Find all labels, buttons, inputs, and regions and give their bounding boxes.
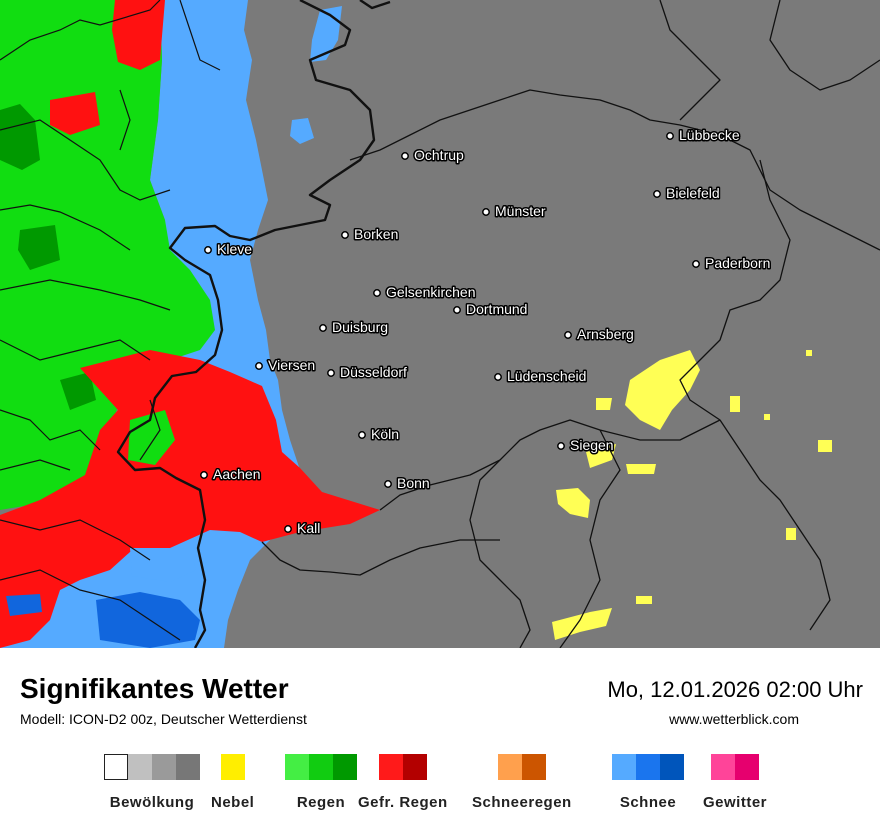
footer: Signifikantes Wetter Modell: ICON-D2 00z… [0, 648, 880, 830]
legend-swatches [612, 754, 684, 780]
legend-swatches [285, 754, 357, 780]
legend-label: Regen [296, 794, 346, 811]
freezing-rain-main [0, 350, 380, 648]
city-label: Viersen [268, 357, 315, 373]
city-label: Siegen [570, 437, 614, 453]
weather-map: Lübbecke Ochtrup Bielefeld Münster Borken Kle… [0, 0, 880, 648]
legend-swatches [378, 754, 427, 780]
city-dot [341, 231, 349, 239]
legend-swatches [104, 754, 200, 780]
city-label: Borken [354, 226, 398, 242]
freezing-rain-area [112, 0, 165, 70]
website-link[interactable]: www.wetterblick.com [669, 711, 799, 727]
city-label: Aachen [213, 466, 260, 482]
legend-swatch [220, 754, 245, 780]
city-dot [482, 208, 490, 216]
city-dot [373, 289, 381, 297]
legend-swatch [333, 754, 357, 780]
legend-swatches [497, 754, 546, 780]
city-dot [200, 471, 208, 479]
legend-swatch [402, 754, 427, 780]
snow-patch-southwest [130, 548, 196, 582]
legend-swatch [152, 754, 176, 780]
city-label: Bonn [397, 475, 430, 491]
legend-bewoelkung: Bewölkung [104, 754, 200, 811]
city-label: Paderborn [705, 255, 770, 271]
legend-schneeregen: Schneeregen [472, 754, 572, 811]
legend-swatch [711, 754, 735, 780]
border-lines [0, 0, 221, 641]
legend-swatch [128, 754, 152, 780]
city-label: Köln [371, 426, 399, 442]
city-markers: Lübbecke Ochtrup Bielefeld Münster Borken Kle… [200, 126, 772, 538]
city-label: Gelsenkirchen [386, 284, 476, 300]
city-label: Lüdenscheid [507, 368, 586, 384]
city-dot [494, 373, 502, 381]
legend-swatch [104, 754, 128, 780]
legend-swatch [378, 754, 403, 780]
legend-gewitter: Gewitter [703, 754, 767, 811]
city-dot [557, 442, 565, 450]
city-label: Duisburg [332, 319, 388, 335]
legend-schnee: Schnee [612, 754, 684, 811]
city-label: Münster [495, 203, 546, 219]
city-dot [453, 306, 461, 314]
city-dot [401, 152, 409, 160]
city-label: Arnsberg [577, 326, 634, 342]
model-subtitle: Modell: ICON-D2 00z, Deutscher Wetterdie… [20, 711, 307, 727]
city-dot [284, 525, 292, 533]
city-dot [319, 324, 327, 332]
snow-patch-small [290, 118, 314, 144]
country-borders [116, 0, 391, 648]
city-dot [384, 480, 392, 488]
snow-area-heavy [6, 592, 200, 648]
snow-patch-north [310, 6, 342, 62]
rain-area-heavy [0, 104, 96, 410]
fog-areas [552, 350, 832, 640]
city-dot [255, 362, 263, 370]
legend-nebel: Nebel [211, 754, 254, 811]
legend-swatches [711, 754, 759, 780]
city-label: Kleve [217, 241, 252, 257]
city-label: Bielefeld [666, 185, 720, 201]
legend-label: Gefr. Regen [358, 794, 448, 811]
city-dot [564, 331, 572, 339]
legend-label: Gewitter [703, 794, 768, 811]
legend-label: Bewölkung [109, 794, 195, 811]
legend-swatch [285, 754, 309, 780]
legend-regen: Regen [285, 754, 357, 811]
legend-swatch [660, 754, 684, 780]
state-border [261, 0, 880, 648]
legend-swatch [176, 754, 200, 780]
legend-gefr-regen: Gefr. Regen [358, 754, 448, 811]
city-dot [204, 246, 212, 254]
city-dot [653, 190, 661, 198]
city-label: Dortmund [466, 301, 527, 317]
legend-swatch [309, 754, 333, 780]
freezing-rain-patch [50, 92, 100, 135]
legend-label: Schnee [619, 794, 677, 811]
city-label: Lübbecke [679, 127, 740, 143]
city-dot [692, 260, 700, 268]
forecast-datetime: Mo, 12.01.2026 02:00 Uhr [607, 677, 863, 702]
rain-area [0, 0, 215, 510]
legend-label: Nebel [211, 794, 255, 811]
legend-swatch [612, 754, 636, 780]
page-title: Signifikantes Wetter [20, 673, 289, 704]
legend-swatches [220, 754, 245, 780]
city-dot [327, 369, 335, 377]
legend-swatch [735, 754, 759, 780]
legend-swatch [521, 754, 546, 780]
city-label: Ochtrup [414, 147, 464, 163]
legend-swatch [497, 754, 522, 780]
city-label: Düsseldorf [340, 364, 407, 380]
legend-swatch [636, 754, 660, 780]
rain-patch-south [128, 410, 175, 465]
city-dot [666, 132, 674, 140]
city-dot [358, 431, 366, 439]
legend-label: Schneeregen [472, 794, 572, 811]
city-label: Kall [297, 520, 320, 536]
